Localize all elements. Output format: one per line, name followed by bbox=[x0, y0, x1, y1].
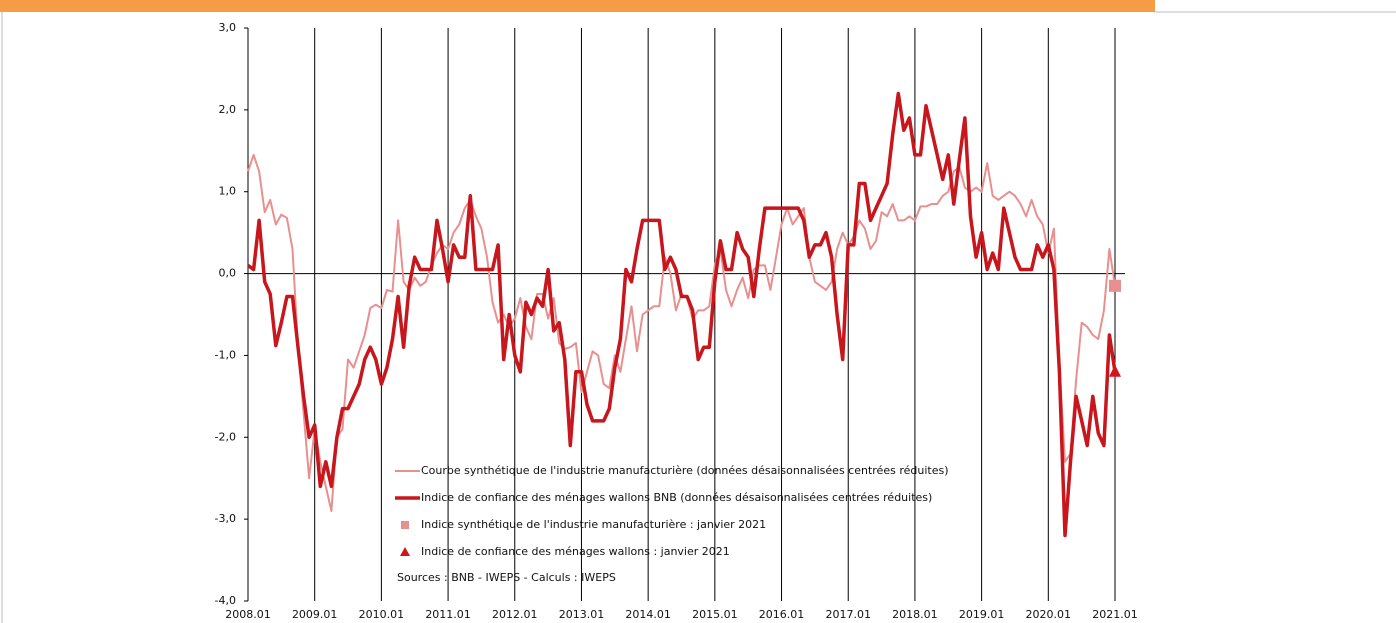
y-tick-label: 3,0 bbox=[219, 21, 237, 34]
x-tick-label: 2014.01 bbox=[625, 608, 671, 621]
series-line bbox=[246, 91, 1117, 538]
y-tick-label: -1,0 bbox=[215, 348, 236, 361]
legend-label: Indice de confiance des ménages wallons … bbox=[421, 545, 730, 558]
x-tick-label: 2015.01 bbox=[692, 608, 738, 621]
x-tick-label: 2009.01 bbox=[292, 608, 338, 621]
x-tick-label: 2008.01 bbox=[225, 608, 271, 621]
header-bar bbox=[0, 0, 1155, 12]
y-tick-label: -4,0 bbox=[215, 594, 236, 607]
x-tick-label: 2012.01 bbox=[492, 608, 538, 621]
x-tick-label: 2019.01 bbox=[959, 608, 1005, 621]
legend-label: Indice de confiance des ménages wallons … bbox=[421, 491, 932, 504]
x-tick-label: 2010.01 bbox=[359, 608, 405, 621]
legend-label: Courbe synthétique de l'industrie manufa… bbox=[421, 464, 948, 477]
y-tick-label: 0,0 bbox=[219, 267, 237, 280]
legend-label: Indice synthétique de l'industrie manufa… bbox=[421, 518, 766, 531]
legend-swatch bbox=[400, 547, 410, 556]
x-tick-label: 2018.01 bbox=[892, 608, 938, 621]
y-tick-label: -2,0 bbox=[215, 430, 236, 443]
legend-swatch bbox=[401, 521, 409, 529]
y-tick-label: -3,0 bbox=[215, 512, 236, 525]
y-tick-label: 1,0 bbox=[219, 185, 237, 198]
x-tick-label: 2017.01 bbox=[825, 608, 871, 621]
source-note: Sources : BNB - IWEPS - Calculs : IWEPS bbox=[397, 571, 616, 584]
x-tick-label: 2013.01 bbox=[559, 608, 605, 621]
x-tick-label: 2020.01 bbox=[1026, 608, 1072, 621]
x-tick-label: 2016.01 bbox=[759, 608, 805, 621]
x-tick-label: 2021.01 bbox=[1092, 608, 1138, 621]
point-marker bbox=[1109, 364, 1121, 377]
x-tick-label: 2011.01 bbox=[425, 608, 471, 621]
series-line bbox=[247, 153, 1116, 512]
y-tick-label: 2,0 bbox=[219, 103, 237, 116]
point-marker bbox=[1109, 279, 1121, 292]
